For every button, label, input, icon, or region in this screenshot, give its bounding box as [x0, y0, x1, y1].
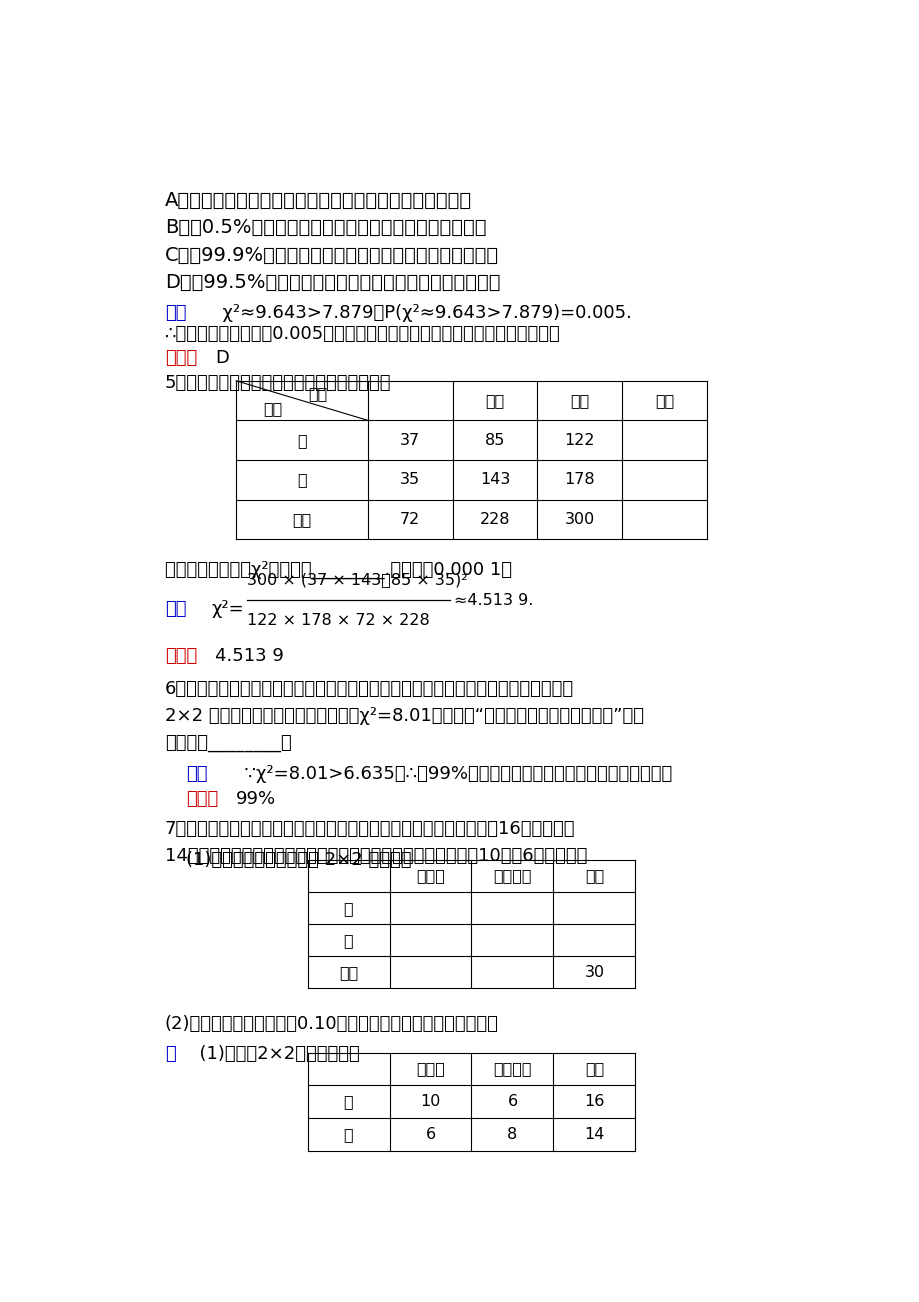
Text: 300 × (37 × 143－85 × 35)²: 300 × (37 × 143－85 × 35)² [246, 573, 467, 587]
Text: 16: 16 [584, 1094, 604, 1109]
Text: 总计: 总计 [584, 1061, 604, 1077]
Text: D．有99.5%的把握认为课外阅读量大与作文成绩优秀有关: D．有99.5%的把握认为课外阅读量大与作文成绩优秀有关 [165, 272, 500, 292]
Text: 解析: 解析 [186, 764, 208, 783]
Text: 6: 6 [507, 1094, 517, 1109]
Text: A．没有充足的理由认为课外阅读量大与作文成绩优秀有关: A．没有充足的理由认为课外阅读量大与作文成绩优秀有关 [165, 191, 471, 211]
Text: 7．某次全国性会议在北京召开．为了做好对外宣传工作，会务组选聡16名男记者和: 7．某次全国性会议在北京召开．为了做好对外宣传工作，会务组选聡16名男记者和 [165, 820, 574, 838]
Text: 理科: 理科 [485, 393, 505, 408]
Text: ∵χ²=8.01>6.635，∴有99%的把握说学生性别与喜欢乡村音乐有关系．: ∵χ²=8.01>6.635，∴有99%的把握说学生性别与喜欢乡村音乐有关系． [233, 764, 671, 783]
Text: 女: 女 [297, 473, 307, 487]
Text: 5．已知某校文理科教师与性别的列联表如下：: 5．已知某校文理科教师与性别的列联表如下： [165, 374, 391, 392]
Text: χ²=: χ²= [211, 600, 244, 618]
Text: 文科: 文科 [570, 393, 589, 408]
Text: (1)根据以上数据完成以下 2×2 列联表：: (1)根据以上数据完成以下 2×2 列联表： [186, 852, 412, 868]
Text: 男: 男 [297, 432, 307, 448]
Text: 228: 228 [479, 512, 510, 527]
Text: 6．为了研究高中生对乡村音乐的态度（喜欢和不喜欢两种态度）与性别的关系，运用: 6．为了研究高中生对乡村音乐的态度（喜欢和不喜欢两种态度）与性别的关系，运用 [165, 680, 573, 698]
Text: C．有99.9%的把握认为课外阅读量大与作文成绩优秀有关: C．有99.9%的把握认为课外阅读量大与作文成绩优秀有关 [165, 246, 498, 264]
Text: 99%: 99% [236, 790, 276, 807]
Text: 178: 178 [564, 473, 595, 487]
Text: 8: 8 [506, 1128, 517, 1142]
Text: 30: 30 [584, 965, 604, 980]
Text: 解: 解 [165, 1046, 176, 1064]
Text: 由表中的数据计算χ²的値约为________.（精确到0.000 1）: 由表中的数据计算χ²的値约为________.（精确到0.000 1） [165, 560, 511, 578]
Text: 总计: 总计 [584, 868, 604, 884]
Text: 4.513 9: 4.513 9 [215, 647, 283, 665]
Text: 122 × 178 × 72 × 228: 122 × 178 × 72 × 228 [246, 613, 429, 629]
Text: B．有0.5%的把握认为课外阅读量大与作文成绩优秀有关: B．有0.5%的把握认为课外阅读量大与作文成绩优秀有关 [165, 219, 486, 237]
Text: 6: 6 [425, 1128, 435, 1142]
Text: (2)能否在犊错的概率不超0.10的前提下认为性别与会俄语有关？: (2)能否在犊错的概率不超0.10的前提下认为性别与会俄语有关？ [165, 1016, 498, 1034]
Text: 300: 300 [564, 512, 595, 527]
Text: 男: 男 [344, 1094, 353, 1109]
Text: (1)对应的2×2列联表如下：: (1)对应的2×2列联表如下： [188, 1046, 360, 1064]
Text: 不会俄语: 不会俄语 [493, 1061, 531, 1077]
Text: ≈4.513 9.: ≈4.513 9. [453, 592, 532, 608]
Text: 答案：: 答案： [165, 349, 197, 367]
Text: 握性约为________．: 握性约为________． [165, 734, 291, 751]
Text: 总计: 总计 [338, 965, 357, 980]
Text: 总计: 总计 [654, 393, 674, 408]
Text: 143: 143 [480, 473, 510, 487]
Text: 2×2 列联表进行独立性检验，经计算χ²=8.01，则认为“喜欢乡村音乐与性别有关系”的把: 2×2 列联表进行独立性检验，经计算χ²=8.01，则认为“喜欢乡村音乐与性别有… [165, 707, 643, 725]
Text: 10: 10 [420, 1094, 440, 1109]
Text: 14: 14 [584, 1128, 604, 1142]
Text: 男: 男 [344, 901, 353, 915]
Text: 会俄语: 会俄语 [415, 868, 445, 884]
Text: ∴在犊错误的概率不超0.005的前提下认为作文成绩优秀与课外阅读量大有关．: ∴在犊错误的概率不超0.005的前提下认为作文成绩优秀与课外阅读量大有关． [165, 324, 560, 342]
Text: 答案：: 答案： [186, 790, 219, 807]
Text: 解析: 解析 [165, 303, 187, 322]
Text: 35: 35 [400, 473, 420, 487]
Text: 37: 37 [400, 432, 420, 448]
Text: 女: 女 [344, 932, 353, 948]
Text: 14名女记者担任对外翻译工作，调查发现，男、女记者中分别有10人和6人会俄语．: 14名女记者担任对外翻译工作，调查发现，男、女记者中分别有10人和6人会俄语． [165, 848, 586, 865]
Text: 答案：: 答案： [165, 647, 197, 665]
Text: 122: 122 [564, 432, 595, 448]
Text: 总计: 总计 [292, 512, 312, 527]
Text: χ²≈9.643>7.879，P(χ²≈9.643>7.879)=0.005.: χ²≈9.643>7.879，P(χ²≈9.643>7.879)=0.005. [211, 303, 631, 322]
Text: 性别: 性别 [263, 401, 282, 417]
Text: 72: 72 [400, 512, 420, 527]
Text: 文理: 文理 [308, 385, 327, 401]
Text: 会俄语: 会俄语 [415, 1061, 445, 1077]
Text: 女: 女 [344, 1128, 353, 1142]
Text: 解析: 解析 [165, 600, 187, 618]
Text: 85: 85 [484, 432, 505, 448]
Text: 不会俄语: 不会俄语 [493, 868, 531, 884]
Text: D: D [215, 349, 229, 367]
